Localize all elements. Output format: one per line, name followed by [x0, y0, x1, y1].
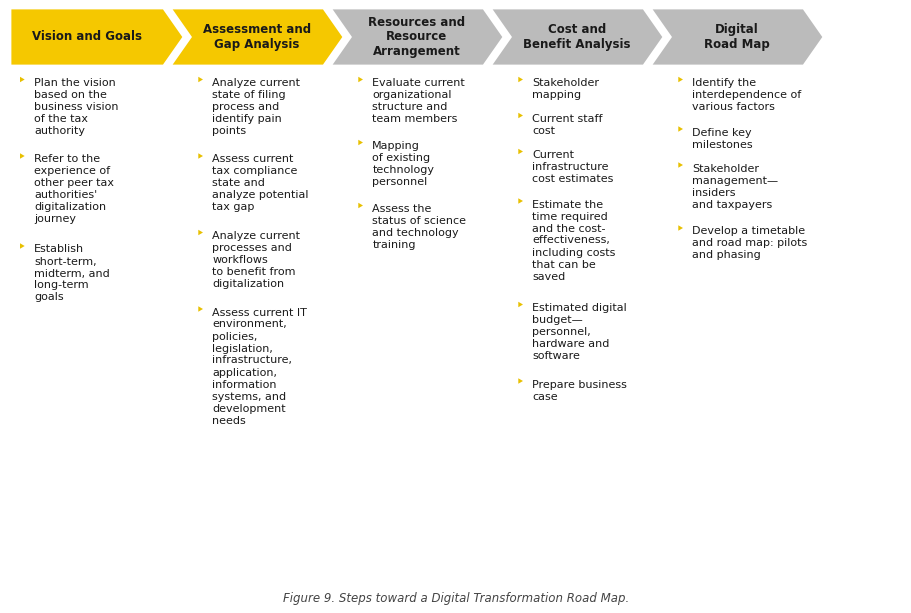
Text: Stakeholder
management—
insiders
and taxpayers: Stakeholder management— insiders and tax… — [691, 164, 778, 210]
Text: Analyze current
state of filing
process and
identify pain
points: Analyze current state of filing process … — [212, 78, 300, 136]
Polygon shape — [169, 8, 343, 66]
Polygon shape — [358, 77, 363, 82]
Text: Cost and
Benefit Analysis: Cost and Benefit Analysis — [523, 23, 630, 51]
Polygon shape — [489, 8, 663, 66]
Polygon shape — [517, 149, 522, 154]
Text: Refer to the
experience of
other peer tax
authorities'
digitalization
journey: Refer to the experience of other peer ta… — [34, 154, 114, 224]
Text: Identify the
interdependence of
various factors: Identify the interdependence of various … — [691, 78, 801, 112]
Polygon shape — [678, 225, 682, 230]
Polygon shape — [10, 8, 184, 66]
Polygon shape — [678, 77, 682, 82]
Polygon shape — [517, 302, 522, 307]
Text: Assessment and
Gap Analysis: Assessment and Gap Analysis — [203, 23, 311, 51]
Text: Estimate the
time required
and the cost-
effectiveness,
including costs
that can: Estimate the time required and the cost-… — [532, 199, 615, 281]
Text: Digital
Road Map: Digital Road Map — [703, 23, 769, 51]
Polygon shape — [517, 77, 522, 82]
Polygon shape — [20, 153, 25, 159]
Polygon shape — [517, 113, 522, 118]
Text: Assess current IT
environment,
policies,
legislation,
infrastructure,
applicatio: Assess current IT environment, policies,… — [212, 308, 307, 425]
Polygon shape — [517, 378, 522, 384]
Text: Prepare business
case: Prepare business case — [532, 379, 627, 402]
Text: Plan the vision
based on the
business vision
of the tax
authority: Plan the vision based on the business vi… — [34, 78, 118, 136]
Polygon shape — [198, 77, 203, 82]
Text: Develop a timetable
and road map: pilots
and phasing: Develop a timetable and road map: pilots… — [691, 226, 806, 261]
Polygon shape — [358, 140, 363, 145]
Polygon shape — [20, 77, 25, 82]
Polygon shape — [20, 243, 25, 249]
Text: Mapping
of existing
technology
personnel: Mapping of existing technology personnel — [372, 141, 434, 187]
Polygon shape — [198, 153, 203, 159]
Text: Vision and Goals: Vision and Goals — [32, 31, 142, 44]
Text: Estimated digital
budget—
personnel,
hardware and
software: Estimated digital budget— personnel, har… — [532, 303, 627, 361]
Text: Assess current
tax compliance
state and
analyze potential
tax gap: Assess current tax compliance state and … — [212, 154, 309, 213]
Text: Assess the
status of science
and technology
training: Assess the status of science and technol… — [372, 204, 466, 250]
Text: Resources and
Resource
Arrangement: Resources and Resource Arrangement — [368, 15, 465, 58]
Polygon shape — [358, 203, 363, 208]
Text: Analyze current
processes and
workflows
to benefit from
digitalization: Analyze current processes and workflows … — [212, 231, 300, 289]
Polygon shape — [678, 162, 682, 168]
Polygon shape — [678, 126, 682, 132]
Text: Establish
short-term,
midterm, and
long-term
goals: Establish short-term, midterm, and long-… — [34, 245, 109, 302]
Polygon shape — [198, 306, 203, 312]
Text: Evaluate current
organizational
structure and
team members: Evaluate current organizational structur… — [372, 78, 465, 124]
Text: Figure 9. Steps toward a Digital Transformation Road Map.: Figure 9. Steps toward a Digital Transfo… — [282, 592, 629, 605]
Polygon shape — [650, 8, 824, 66]
Text: Stakeholder
mapping: Stakeholder mapping — [532, 78, 599, 100]
Polygon shape — [517, 198, 522, 204]
Polygon shape — [330, 8, 504, 66]
Text: Current
infrastructure
cost estimates: Current infrastructure cost estimates — [532, 150, 613, 184]
Text: Current staff
cost: Current staff cost — [532, 114, 602, 136]
Text: Define key
milestones: Define key milestones — [691, 128, 752, 150]
Polygon shape — [198, 230, 203, 235]
